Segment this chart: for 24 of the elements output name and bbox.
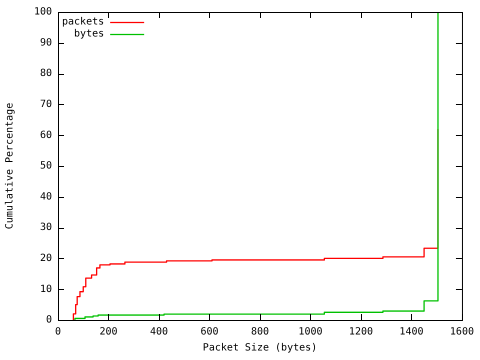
x-tick-label: 1200 bbox=[348, 326, 374, 338]
y-axis-title: Cumulative Percentage bbox=[4, 102, 16, 230]
x-tick-label: 0 bbox=[54, 326, 62, 338]
y-tick-label: 80 bbox=[40, 68, 52, 80]
x-axis-title: Packet Size (bytes) bbox=[202, 342, 318, 354]
y-tick-label: 90 bbox=[40, 37, 52, 48]
y-tick-label: 70 bbox=[40, 98, 52, 110]
legend-label: bytes bbox=[74, 28, 104, 40]
y-tick-label: 100 bbox=[34, 6, 52, 18]
y-tick-label: 0 bbox=[46, 314, 52, 326]
x-tick-label: 200 bbox=[99, 326, 118, 338]
x-tick-label: 600 bbox=[200, 326, 219, 338]
x-tick-label: 1400 bbox=[399, 326, 424, 338]
y-tick-label: 30 bbox=[40, 222, 52, 234]
x-tick-label: 1000 bbox=[298, 326, 323, 338]
x-tick-label: 400 bbox=[150, 326, 168, 338]
y-tick-label: 60 bbox=[40, 130, 52, 141]
y-tick-label: 50 bbox=[40, 160, 52, 172]
y-tick-label: 10 bbox=[40, 284, 52, 295]
legend-label: packets bbox=[62, 16, 104, 28]
x-tick-label: 1600 bbox=[450, 326, 474, 338]
y-tick-label: 20 bbox=[40, 252, 52, 264]
x-tick-label: 800 bbox=[250, 326, 270, 338]
y-tick-label: 40 bbox=[40, 191, 52, 202]
